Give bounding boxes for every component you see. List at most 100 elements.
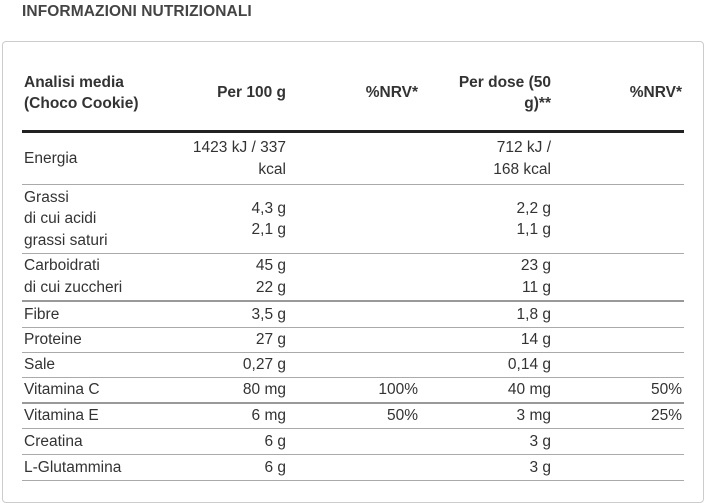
nrv100-value-value: 50% (386, 407, 418, 424)
per100-value: 80 mg (150, 377, 288, 404)
nrvdose-value (553, 428, 684, 455)
per100-value: 1423 kJ / 337 kcal (150, 131, 288, 185)
nutrition-table: Analisi media (Choco Cookie) Per 100 g %… (22, 56, 684, 481)
nrvdose-value (553, 131, 684, 185)
nutrient-name: Carboidrati di cui zuccheri (22, 253, 150, 302)
header-row: Analisi media (Choco Cookie) Per 100 g %… (22, 56, 684, 133)
header-nrv100: %NRV* (288, 56, 420, 133)
nutrient-name: Grassi di cui acidi grassi saturi (22, 184, 150, 254)
nrv100-value (288, 131, 420, 185)
nutrient-name-value: Proteine (24, 331, 82, 349)
nrv100-value: 100% (288, 377, 420, 404)
table-row: Creatina 6 g 3 g (22, 428, 684, 455)
per100-value: 0,27 g (150, 352, 288, 378)
nutrient-name-value: Grassi (24, 188, 69, 206)
nrvdose-value (553, 327, 684, 353)
perdose-value-sub-value: 11 g (521, 278, 551, 296)
nrvdose-value: 25% (553, 402, 684, 429)
perdose-value: 1,8 g (420, 300, 553, 328)
nrvdose-value (553, 253, 684, 302)
perdose-value: 3 mg (420, 402, 553, 429)
per100-value: 6 mg (150, 402, 288, 429)
table-row: Carboidrati di cui zuccheri 45 g 22 g 23 g 11… (22, 253, 684, 302)
header-nrvdose: %NRV* (553, 56, 684, 133)
nutrient-name-value: Vitamina E (24, 407, 99, 424)
nutrient-name: L-Glutammina (22, 454, 150, 481)
nrvdose-value (553, 184, 684, 254)
per100-value-value: 0,27 g (242, 356, 286, 374)
nrv100-value (288, 327, 420, 353)
table-row: Sale 0,27 g 0,14 g (22, 352, 684, 378)
table-row: L-Glutammina 6 g 3 g (22, 454, 684, 481)
nutrient-name: Vitamina E (22, 402, 150, 429)
header-per100: Per 100 g (150, 56, 288, 133)
nrv100-value (288, 184, 420, 254)
nutrient-name: Fibre (22, 300, 150, 328)
perdose-value: 3 g (420, 428, 553, 455)
nutrient-name: Vitamina C (22, 377, 150, 404)
perdose-value: 23 g 11 g (420, 253, 553, 302)
nutrient-name-sub-value: di cui zuccheri (24, 278, 123, 296)
nrvdose-value-value: 50% (650, 381, 682, 398)
nrv100-value-value: 100% (378, 381, 418, 398)
per100-value-sub-value: 22 g (255, 278, 286, 296)
nutrient-name-value: Energia (24, 149, 78, 167)
per100-value-value: 45 g (255, 257, 286, 275)
nutrient-name: Proteine (22, 327, 150, 353)
nrvdose-value (553, 300, 684, 328)
nrv100-value (288, 352, 420, 378)
perdose-value-value: 23 g (520, 257, 551, 275)
nrvdose-value: 50% (553, 377, 684, 404)
nutrient-name-value: Sale (24, 356, 56, 374)
per100-value: 4,3 g 2,1 g (150, 184, 288, 254)
nutrient-name-value: Fibre (24, 305, 60, 323)
header-perdose: Per dose (50 g)** (420, 56, 553, 133)
per100-value-value: 27 g (255, 331, 286, 349)
perdose-value-value: 1,8 g (516, 305, 551, 323)
perdose-value: 712 kJ / 168 kcal (420, 131, 553, 185)
nrv100-value (288, 253, 420, 302)
section-title: INFORMAZIONI NUTRIZIONALI (22, 3, 252, 20)
nutrient-name-value: Creatina (24, 432, 83, 450)
nutrient-name-sub-value: di cui acidi grassi saturi (24, 210, 108, 249)
per100-value-value: 3,5 g (251, 305, 286, 323)
per100-value-value: 6 g (264, 432, 286, 450)
per100-value: 6 g (150, 428, 288, 455)
nutrient-name: Creatina (22, 428, 150, 455)
table-row: Fibre 3,5 g 1,8 g (22, 300, 684, 328)
perdose-value-value: 0,14 g (507, 356, 551, 374)
per100-value-value: 1423 kJ / 337 kcal (192, 139, 286, 178)
per100-value-value: 6 g (264, 458, 286, 476)
nutrient-name-value: Carboidrati (24, 257, 100, 275)
per100-value: 3,5 g (150, 300, 288, 328)
nrv100-value (288, 454, 420, 481)
table-row: Proteine 27 g 14 g (22, 327, 684, 353)
perdose-value: 14 g (420, 327, 553, 353)
table-row: Energia 1423 kJ / 337 kcal 712 kJ / 168 kc… (22, 131, 684, 185)
per100-value-value: 80 mg (242, 381, 286, 398)
per100-value: 27 g (150, 327, 288, 353)
per100-value: 6 g (150, 454, 288, 481)
nutrient-name: Energia (22, 131, 150, 185)
per100-value: 45 g 22 g (150, 253, 288, 302)
perdose-value-value: 40 mg (507, 381, 551, 398)
nutrient-name: Sale (22, 352, 150, 378)
perdose-value-value: 14 g (520, 331, 551, 349)
header-analisi: Analisi media (Choco Cookie) (22, 56, 150, 133)
perdose-value: 0,14 g (420, 352, 553, 378)
nutrient-name-value: Vitamina C (24, 381, 100, 398)
perdose-value-value: 712 kJ / 168 kcal (493, 139, 551, 178)
table-row: Grassi di cui acidi grassi saturi 4,3 g 2,1… (22, 184, 684, 254)
per100-value-sub-value: 2,1 g (251, 221, 286, 238)
perdose-value-value: 3 g (529, 432, 551, 450)
nrvdose-value (553, 454, 684, 481)
perdose-value: 3 g (420, 454, 553, 481)
nutrient-name-value: L-Glutammina (24, 458, 122, 476)
perdose-value-value: 3 mg (516, 407, 551, 424)
perdose-value: 2,2 g 1,1 g (420, 184, 553, 254)
perdose-value-value: 3 g (529, 458, 551, 476)
per100-value-value: 6 mg (251, 407, 286, 424)
nrv100-value (288, 300, 420, 328)
nrv100-value: 50% (288, 402, 420, 429)
table-row: Vitamina C 80 mg 100% 40 mg 50% (22, 377, 684, 404)
